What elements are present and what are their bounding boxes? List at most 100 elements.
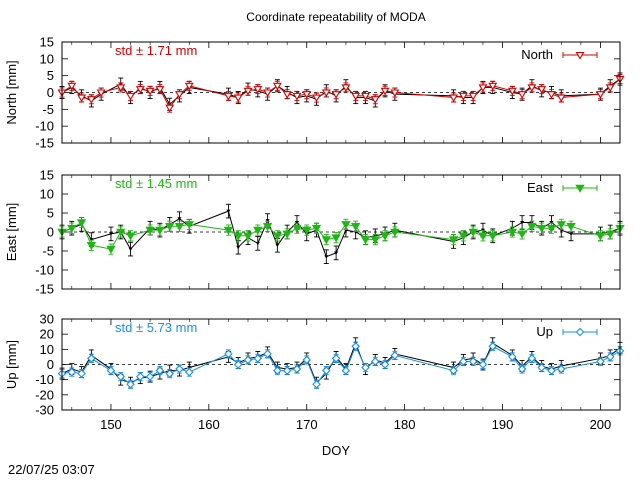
- up-legend-marker: [575, 327, 585, 337]
- up-point: [155, 366, 165, 375]
- up-point: [478, 360, 488, 369]
- panel-east: -15 -10 -5 0 5 10 15 East [mm] std ± 1.45 mm East: [4, 168, 625, 297]
- east-point: [184, 221, 194, 230]
- north-point: [449, 94, 459, 103]
- up-point: [233, 360, 243, 369]
- north-point: [302, 91, 312, 99]
- up-ytick-label: 20: [40, 327, 54, 342]
- east-point: [341, 221, 351, 230]
- up-point: [106, 366, 116, 375]
- east-point: [537, 224, 547, 234]
- east-ytick-label: 5: [47, 206, 54, 221]
- north-ytick-label: 0: [47, 85, 54, 100]
- north-point: [468, 92, 478, 101]
- east-point: [67, 224, 77, 234]
- up-point: [136, 372, 145, 381]
- east-point: [595, 232, 606, 241]
- north-plot-frame: [61, 41, 621, 144]
- north-ylabel: North [mm]: [4, 60, 19, 124]
- up-point: [468, 357, 478, 366]
- north-legend-marker: [575, 51, 585, 60]
- up-point: [165, 369, 174, 378]
- north-point: [135, 86, 145, 94]
- up-ylabel: Up [mm]: [4, 340, 19, 389]
- east-plot-frame: [61, 174, 621, 290]
- north-point: [263, 89, 273, 98]
- up-point: [459, 357, 468, 366]
- north-point: [331, 91, 341, 99]
- east-point: [272, 232, 283, 241]
- north-point: [165, 104, 175, 113]
- east-std-label: std ± 1.45 mm: [115, 176, 197, 191]
- east-ref-point: [334, 251, 339, 255]
- up-ytick-label: 0: [47, 357, 54, 372]
- east-point: [302, 226, 312, 235]
- up-point: [537, 363, 546, 372]
- east-ref-point: [520, 221, 525, 225]
- east-ylabel: East [mm]: [4, 203, 19, 262]
- north-ytick-label: -10: [35, 119, 54, 134]
- north-point: [458, 92, 468, 101]
- east-point: [527, 223, 537, 232]
- north-point: [67, 82, 77, 91]
- east-point: [546, 224, 557, 234]
- north-point: [96, 89, 106, 98]
- xtick-label: 170: [296, 417, 318, 432]
- east-ytick-label: 15: [40, 168, 54, 183]
- east-ref-point: [226, 209, 231, 214]
- north-point: [282, 91, 292, 99]
- east-point: [390, 228, 400, 237]
- chart-title: Coordinate repeatability of MODA: [246, 10, 425, 24]
- north-ytick-label: 5: [47, 68, 54, 83]
- up-point: [556, 364, 566, 374]
- east-point: [507, 228, 517, 237]
- up-point: [312, 379, 321, 389]
- up-point: [77, 369, 86, 378]
- east-point: [351, 223, 361, 232]
- up-point: [547, 366, 556, 375]
- up-point: [351, 342, 360, 351]
- north-legend-label: North: [521, 47, 553, 62]
- up-plot-frame: [61, 318, 621, 411]
- north-ytick-label: 10: [40, 51, 54, 66]
- timestamp-label: 22/07/25 03:07: [8, 462, 95, 477]
- north-point: [380, 87, 390, 96]
- east-point: [116, 228, 126, 237]
- up-point: [380, 360, 390, 369]
- east-point: [488, 232, 498, 241]
- north-point: [488, 82, 498, 91]
- east-point: [125, 232, 136, 241]
- east-point: [233, 232, 243, 241]
- north-point: [77, 94, 87, 103]
- east-point: [331, 234, 341, 243]
- north-point: [370, 96, 380, 104]
- north-point: [595, 91, 605, 99]
- up-point: [253, 354, 263, 363]
- up-point: [341, 366, 351, 375]
- up-ytick-label: 30: [40, 312, 54, 327]
- north-point: [253, 86, 263, 94]
- east-ref-point: [108, 232, 113, 236]
- east-point: [605, 230, 615, 239]
- up-point: [87, 354, 96, 363]
- east-point: [380, 232, 390, 241]
- x-axis-label: DOY: [322, 443, 351, 458]
- up-point: [508, 352, 517, 362]
- up-point: [390, 351, 400, 360]
- up-point: [322, 366, 331, 375]
- east-point: [360, 236, 371, 245]
- up-ytick-label: -20: [35, 387, 54, 402]
- east-ref-line: [61, 210, 621, 258]
- east-ytick-label: -15: [35, 282, 54, 297]
- xtick-label: 150: [100, 417, 122, 432]
- up-ytick-label: -30: [35, 403, 54, 418]
- north-series-line: [61, 78, 621, 109]
- east-ref-point: [236, 245, 241, 250]
- north-point: [478, 84, 488, 93]
- east-point: [86, 242, 97, 251]
- up-point: [263, 349, 272, 359]
- north-point: [175, 91, 184, 99]
- up-point: [273, 366, 282, 375]
- east-ref-point: [324, 255, 329, 259]
